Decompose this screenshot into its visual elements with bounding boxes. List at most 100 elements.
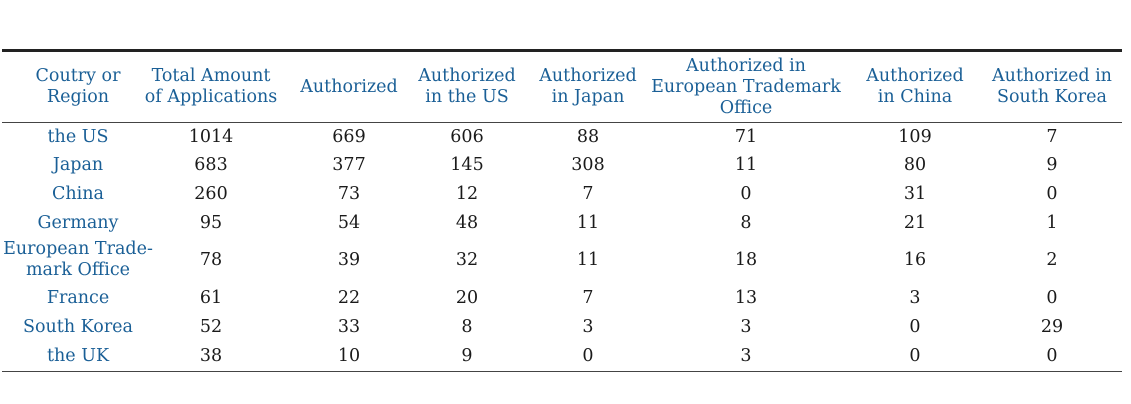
column-header-line: Authorized in: [686, 55, 806, 76]
table-cell: 7: [1046, 127, 1058, 147]
row-label-line: the UK: [46, 346, 110, 366]
column-header-line: Coutry or: [35, 66, 121, 86]
table-cell: 0: [1046, 288, 1058, 308]
column-header-line: Authorized in: [992, 66, 1112, 86]
table-cell: 0: [740, 184, 752, 204]
table-cell: 3: [740, 317, 752, 337]
column-header-line: Authorized: [418, 66, 516, 86]
column-header-line: South Korea: [997, 87, 1107, 107]
table-cell: 8: [740, 213, 752, 233]
row-label-line: mark Office: [25, 260, 131, 280]
row-label: Japan: [0, 152, 156, 179]
column-header-line: Authorized: [300, 76, 398, 97]
table-cell: 31: [903, 184, 927, 204]
column-header-authorized-china: Authorized in China: [860, 52, 970, 122]
column-header-total-applications: Total Amount of Applications: [136, 52, 286, 122]
table-row: Germany 95 54 48 11 8 21 1: [0, 210, 1131, 237]
row-label-line: China: [52, 184, 104, 204]
column-header-line: of Applications: [144, 87, 278, 107]
table-cell: 80: [903, 155, 927, 175]
column-header-line: Total Amount: [151, 66, 271, 86]
table-cell: 22: [337, 288, 361, 308]
table-cell: 260: [194, 184, 228, 204]
table-cell: 1014: [188, 127, 234, 147]
column-header-line: Authorized: [539, 66, 637, 86]
table-cell: 0: [582, 346, 594, 366]
table-cell: 10: [337, 346, 361, 366]
table-cell: 54: [337, 213, 361, 233]
table-cell: 606: [450, 127, 484, 147]
table-cell: 88: [576, 127, 600, 147]
table-cell: 73: [337, 184, 361, 204]
table-cell: 52: [199, 317, 223, 337]
table-cell: 20: [455, 288, 479, 308]
table-row: Japan 683 377 145 308 11 80 9: [0, 152, 1131, 179]
column-header-line: Region: [46, 87, 110, 107]
row-label-line: the US: [47, 127, 109, 147]
table-cell: 109: [898, 127, 932, 147]
column-header-authorized-us: Authorized in the US: [412, 52, 522, 122]
table-cell: 16: [903, 249, 927, 270]
table-cell: 29: [1040, 317, 1064, 337]
table-cell: 61: [199, 288, 223, 308]
row-label: Germany: [0, 210, 156, 237]
table-cell: 11: [576, 249, 600, 270]
row-label: France: [0, 285, 156, 312]
table-row: France 61 22 20 7 13 3 0: [0, 285, 1131, 312]
table-cell: 0: [1046, 346, 1058, 366]
table-cell: 377: [332, 155, 366, 175]
column-header-authorized-eu: Authorized in European Trademark Office: [646, 52, 846, 122]
table-row: South Korea 52 33 8 3 3 0 29: [0, 314, 1131, 341]
table-cell: 95: [199, 213, 223, 233]
table-cell: 308: [571, 155, 605, 175]
header-rule: [2, 122, 1122, 123]
table-cell: 38: [199, 346, 223, 366]
row-label: China: [0, 181, 156, 208]
table-cell: 7: [582, 288, 594, 308]
table-cell: 0: [1046, 184, 1058, 204]
table-row: the UK 38 10 9 0 3 0 0: [0, 343, 1131, 370]
table-row: the US 1014 669 606 88 71 109 7: [0, 124, 1131, 151]
table-cell: 683: [194, 155, 228, 175]
row-label-line: South Korea: [23, 317, 133, 337]
row-label: South Korea: [0, 314, 156, 341]
row-label-line: Germany: [37, 213, 119, 233]
table-cell: 3: [909, 288, 921, 308]
table-cell: 48: [455, 213, 479, 233]
column-header-authorized-korea: Authorized in South Korea: [982, 52, 1122, 122]
table-cell: 11: [576, 213, 600, 233]
row-label: the UK: [0, 343, 156, 370]
table-row: China 260 73 12 7 0 31 0: [0, 181, 1131, 208]
column-header-authorized-japan: Authorized in Japan: [533, 52, 643, 122]
table-cell: 8: [461, 317, 473, 337]
column-header-line: Office: [719, 97, 773, 118]
column-header-country-region: Coutry or Region: [0, 52, 156, 122]
table-cell: 21: [903, 213, 927, 233]
table-cell: 145: [450, 155, 484, 175]
table-cell: 0: [909, 317, 921, 337]
column-header-line: European Trademark: [651, 76, 841, 97]
table-cell: 39: [337, 249, 361, 270]
table-cell: 0: [909, 346, 921, 366]
table-cell: 33: [337, 317, 361, 337]
table-row: European Trade-mark Office 78 39 32 11 18 16 2: [0, 237, 1131, 283]
row-label-line: European Trade-: [3, 239, 153, 259]
row-label-line: Japan: [52, 155, 104, 175]
table-cell: 2: [1046, 249, 1058, 270]
table-cell: 13: [734, 288, 758, 308]
table-cell: 78: [199, 249, 223, 270]
table-cell: 12: [455, 184, 479, 204]
row-label: European Trade-mark Office: [0, 237, 156, 283]
table-cell: 9: [461, 346, 473, 366]
column-header-line: in the US: [425, 87, 509, 107]
column-header-authorized: Authorized: [294, 52, 404, 122]
table-cell: 3: [582, 317, 594, 337]
column-header-line: in China: [877, 87, 953, 107]
top-rule: [2, 49, 1122, 52]
bottom-rule: [2, 371, 1122, 372]
row-label: the US: [0, 124, 156, 151]
column-header-line: Authorized: [866, 66, 964, 86]
table-cell: 3: [740, 346, 752, 366]
table-cell: 669: [332, 127, 366, 147]
table-cell: 9: [1046, 155, 1058, 175]
